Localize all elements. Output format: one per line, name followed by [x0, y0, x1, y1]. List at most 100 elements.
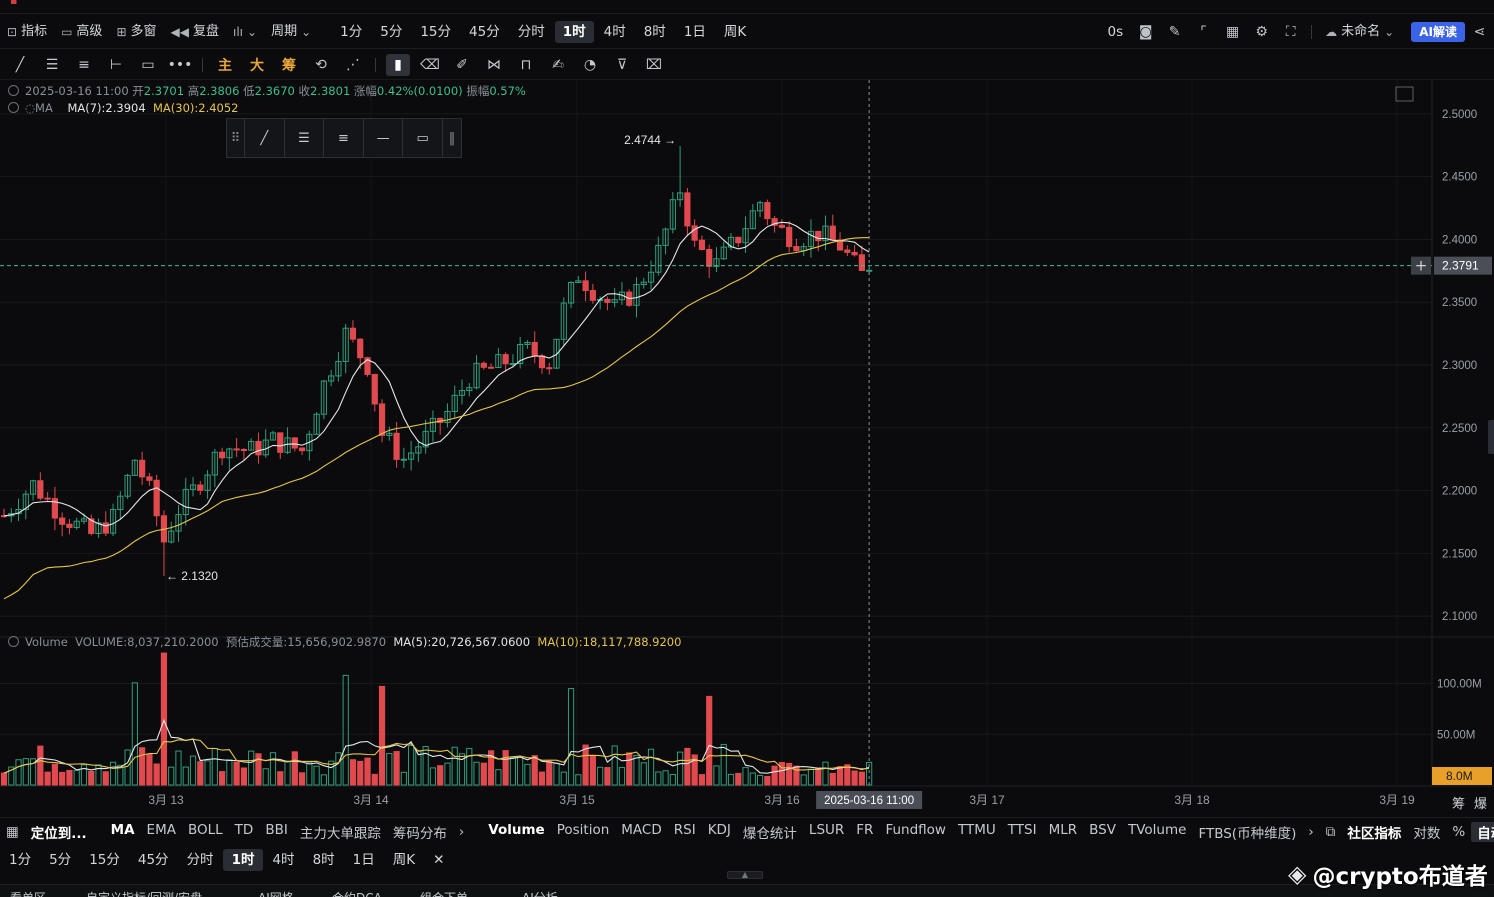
sub-indicator-item[interactable]: Volume	[488, 821, 545, 838]
interval-tab[interactable]: 15分	[89, 852, 120, 868]
interval-tab[interactable]: 8时	[312, 852, 335, 868]
calendar-icon[interactable]: ▦	[6, 823, 19, 840]
toggle-circle-icon[interactable]	[8, 636, 19, 647]
interval-tab[interactable]: 5分	[49, 852, 72, 868]
hlines-icon[interactable]: ≡	[324, 119, 364, 157]
big-order-toggle[interactable]: 大	[250, 57, 264, 74]
locate-button[interactable]: 定位到...	[30, 825, 87, 842]
sub-indicator-item[interactable]: BSV	[1089, 821, 1116, 838]
period-dropdown[interactable]: 周期 ⌄	[264, 20, 318, 44]
interval-tab[interactable]: 周K	[392, 852, 416, 868]
crop-icon[interactable]: ⌜	[1200, 23, 1207, 40]
drag-handle-icon[interactable]: ⠿	[227, 119, 245, 157]
brush-icon[interactable]: ✐	[456, 56, 468, 73]
sub-indicator-item[interactable]: TTSI	[1007, 821, 1037, 838]
advanced-button[interactable]: ▭ 高级	[54, 20, 109, 44]
trash-icon[interactable]: ⌧	[645, 56, 663, 73]
bell-icon[interactable]: ◌	[25, 101, 36, 115]
indicators-button[interactable]: ⊡ 指标	[0, 20, 54, 44]
trend-line-icon[interactable]: ╱	[245, 119, 285, 157]
resize-handle-icon[interactable]: ▲	[727, 871, 763, 879]
toggle-circle-icon[interactable]	[8, 85, 19, 96]
bottom-tab[interactable]: AI网格	[258, 889, 294, 897]
ai-interpret-button[interactable]: AI解读	[1411, 21, 1465, 42]
interval-tab[interactable]: 45分	[137, 852, 169, 868]
eraser-icon[interactable]: ⌫	[420, 56, 440, 73]
main-indicator-item[interactable]: 筹码分布	[392, 825, 447, 842]
main-indicator-item[interactable]: BOLL	[187, 821, 223, 838]
parallel-lines-icon[interactable]: ☰	[45, 56, 59, 73]
main-indicator-item[interactable]: 主力大单跟踪	[299, 825, 381, 842]
camera-icon[interactable]: ◙	[1138, 23, 1153, 40]
hline-icon[interactable]: —	[364, 119, 404, 157]
chevron-right-icon[interactable]: ›	[1308, 823, 1314, 840]
sub-indicator-item[interactable]: LSUR	[808, 821, 845, 838]
log-scale-button[interactable]: 对数	[1413, 825, 1441, 842]
main-indicator-item[interactable]: EMA	[146, 821, 176, 838]
interval-tab[interactable]: 15分	[420, 23, 452, 40]
main-chart-toggle[interactable]: 主	[218, 57, 232, 74]
share-icon[interactable]: ⋖	[1473, 23, 1486, 40]
magnet-icon[interactable]: ⋰	[346, 56, 360, 73]
chevron-right-icon[interactable]: ›	[458, 823, 465, 840]
sub-indicator-item[interactable]: FR	[856, 821, 874, 838]
side-collapse-tab[interactable]	[1488, 420, 1494, 454]
edit-icon[interactable]: ⧉	[1325, 823, 1336, 840]
shape-icon[interactable]: ◔	[583, 56, 597, 73]
bottom-tab[interactable]: 组合下单	[420, 889, 468, 897]
hlines-icon[interactable]: ≡	[78, 56, 90, 73]
replay-button[interactable]: ◀◀ 复盘	[164, 20, 226, 44]
interval-tab[interactable]: 45分	[469, 23, 500, 40]
sub-indicator-item[interactable]: TTMU	[957, 821, 996, 838]
layout-name-dropdown[interactable]: ☁ 未命名 ⌄	[1318, 20, 1401, 44]
sub-indicator-item[interactable]: KDJ	[707, 821, 731, 838]
main-indicator-item[interactable]: TD	[234, 821, 254, 838]
collapse-handle-icon[interactable]: ‖	[448, 130, 456, 146]
main-indicator-item[interactable]: MA	[110, 821, 135, 838]
interval-tab[interactable]: 8时	[643, 23, 666, 40]
price-chart[interactable]: 2.5000 2.4500 2.4000 2.3500 2.3000 2.2500 2.20…	[0, 80, 1494, 816]
bottom-tab[interactable]: 自定义指标/回测/安盘	[86, 889, 202, 897]
bottom-tab[interactable]: AI分析	[522, 889, 558, 897]
fullscreen-icon[interactable]: ⛶	[1285, 23, 1296, 40]
channel-icon[interactable]: ☰	[285, 119, 325, 157]
bookmark-icon[interactable]: ▮	[386, 53, 410, 76]
interval-tab[interactable]: 1分	[340, 23, 363, 40]
notes-icon[interactable]: ✍	[552, 56, 564, 73]
interval-tab[interactable]: 4时	[272, 852, 295, 868]
filter-icon[interactable]: ⊽	[616, 56, 628, 73]
rectangle-icon[interactable]: ▭	[141, 56, 155, 73]
interval-tab[interactable]: 4时	[603, 23, 626, 40]
bottom-tab[interactable]: 看单区	[10, 889, 46, 897]
interval-tab[interactable]: 1时	[222, 849, 264, 871]
percent-scale-button[interactable]: %	[1452, 823, 1466, 840]
main-indicator-item[interactable]: BBI	[265, 821, 288, 838]
bottom-tab[interactable]: 合约DCA	[332, 889, 382, 897]
sub-indicator-item[interactable]: Fundflow	[885, 821, 946, 838]
interval-tab[interactable]: 1分	[9, 852, 32, 868]
sub-indicator-item[interactable]: TVolume	[1127, 821, 1187, 838]
sub-indicator-item[interactable]: 爆仓统计	[742, 825, 797, 842]
interval-tab[interactable]: 5分	[380, 23, 403, 40]
close-icon[interactable]: ✕	[433, 852, 445, 868]
sub-indicator-item[interactable]: FTBS(币种维度)	[1198, 825, 1297, 842]
interval-tab[interactable]: 1时	[554, 20, 594, 43]
interval-tab[interactable]: 1日	[352, 852, 375, 868]
sub-indicator-item[interactable]: RSI	[673, 821, 696, 838]
lock-icon[interactable]: ⊓	[520, 56, 532, 73]
auto-scale-button[interactable]: 自动	[1471, 821, 1494, 842]
pencil-icon[interactable]: ✎	[1168, 23, 1181, 40]
interval-tab[interactable]: 分时	[186, 852, 214, 868]
horizontal-ray-icon[interactable]: ⊢	[109, 56, 123, 73]
layout-icon[interactable]: ▦	[1226, 23, 1240, 40]
sub-indicator-item[interactable]: MACD	[621, 821, 662, 838]
sub-indicator-item[interactable]: Position	[556, 821, 610, 838]
interval-tab[interactable]: 分时	[517, 23, 545, 40]
toggle-circle-icon[interactable]	[8, 102, 19, 113]
community-indicators-button[interactable]: 社区指标	[1347, 825, 1402, 842]
measure-icon[interactable]: ⋈	[487, 56, 501, 73]
chart-type-button[interactable]: ılı ⌄	[226, 20, 264, 44]
more-tools-icon[interactable]: •••	[167, 56, 193, 73]
multiwindow-button[interactable]: ⊞ 多窗	[109, 20, 163, 44]
settings-icon[interactable]: ⚙	[1255, 23, 1268, 40]
